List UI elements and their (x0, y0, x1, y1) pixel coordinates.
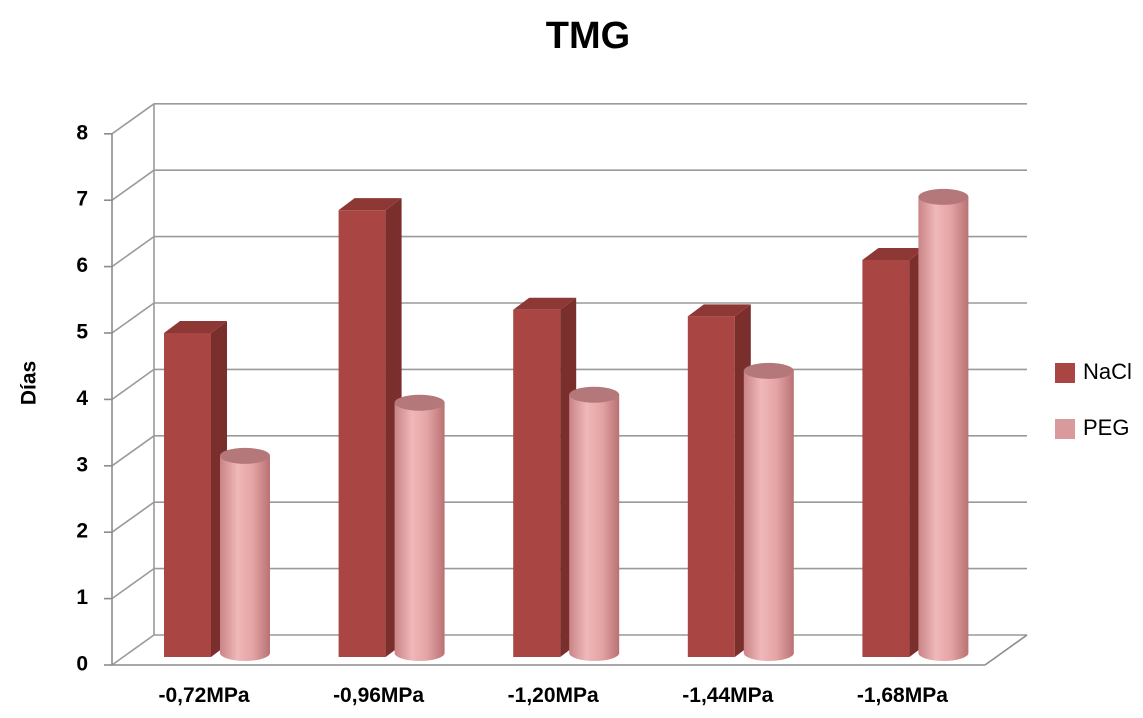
gridline-depth (111, 634, 155, 666)
y-tick-label: 5 (76, 321, 88, 344)
x-tick-label: -1,20MPa (508, 684, 599, 707)
cylinder-top (220, 447, 270, 464)
y-tick-label: 8 (76, 121, 88, 144)
gridline-depth (111, 501, 155, 533)
y-tick-labels: 0 1 2 3 4 5 6 7 8 (76, 121, 88, 675)
bar-front (687, 316, 735, 657)
bar-front (862, 259, 910, 657)
legend-swatch (1055, 363, 1075, 383)
cylinder-body (394, 402, 445, 661)
x-tick-label: -1,44MPa (682, 684, 773, 707)
bar-peg (394, 394, 445, 661)
y-tick-label: 1 (76, 586, 88, 609)
bar-top (687, 304, 751, 317)
y-tick-label: 6 (76, 254, 88, 277)
y-tick-label: 2 (76, 520, 88, 543)
bar-nacl (862, 247, 926, 657)
gridline-depth (111, 302, 155, 334)
bar-top (338, 198, 402, 211)
gridline-depth (111, 567, 155, 600)
cylinder-body (743, 370, 794, 661)
x-tick-label: -1,68MPa (857, 684, 948, 707)
bar-front (164, 333, 211, 657)
bar-nacl (338, 198, 402, 657)
bar-nacl (164, 321, 227, 657)
x-tick-label: -0,96MPa (333, 684, 424, 707)
chart-title: TMG (546, 15, 630, 57)
bar-top (862, 247, 926, 260)
bars (164, 188, 969, 661)
bar-front (513, 309, 561, 657)
cylinder-top (918, 188, 969, 205)
cylinder-top (394, 394, 445, 411)
gridline-depth (111, 235, 155, 268)
legend-label: PEG (1083, 415, 1129, 440)
y-tick-label: 0 (76, 653, 88, 676)
gridline-depth (111, 103, 155, 135)
bar-nacl (513, 297, 577, 657)
bar-peg (220, 447, 270, 661)
gridline-depth (111, 169, 155, 201)
cylinder-body (220, 455, 270, 661)
floor-right-edge (984, 634, 1028, 666)
cylinder-body (569, 394, 620, 661)
y-tick-label: 4 (76, 387, 88, 410)
bar-peg (918, 188, 969, 661)
legend-swatch (1055, 419, 1075, 439)
bar-top (513, 297, 577, 310)
y-axis-label: Días (18, 361, 41, 405)
y-tick-label: 7 (76, 188, 88, 211)
x-tick-labels: -0,72MPa -0,96MPa -1,20MPa -1,44MPa -1,68MPa (158, 684, 948, 707)
bar-nacl (687, 304, 751, 657)
bar-peg (569, 386, 620, 661)
gridline-depth (111, 368, 155, 401)
cylinder-body (918, 196, 969, 661)
gridline-depth (111, 435, 155, 467)
y-tick-label: 3 (76, 453, 88, 476)
axes (104, 133, 1028, 666)
legend: NaCl PEG (1055, 359, 1132, 440)
bar-top (164, 321, 227, 333)
x-tick-label: -0,72MPa (158, 684, 249, 707)
cylinder-top (569, 386, 620, 403)
bar-peg (743, 362, 794, 661)
legend-label: NaCl (1083, 359, 1132, 384)
bar-front (338, 210, 386, 657)
cylinder-top (743, 362, 794, 379)
